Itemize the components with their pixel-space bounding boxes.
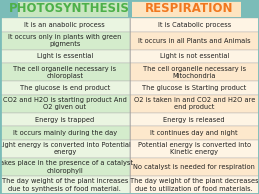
Bar [0, 126, 130, 140]
Bar [241, 0, 259, 18]
Bar [0, 0, 18, 18]
Bar [130, 158, 259, 176]
Text: The glucose is Starting product: The glucose is Starting product [142, 85, 246, 91]
Bar [130, 81, 259, 95]
Bar [130, 95, 259, 113]
Text: It occurs mainly during the day: It occurs mainly during the day [13, 130, 117, 136]
Text: The glucose is end product: The glucose is end product [20, 85, 110, 91]
Text: Energy is trapped: Energy is trapped [35, 117, 94, 123]
Bar [18, 1, 127, 17]
Text: Energy is released: Energy is released [163, 117, 225, 123]
Text: Light energy is converted into Potential
energy: Light energy is converted into Potential… [0, 142, 131, 156]
Bar [0, 95, 130, 113]
Bar [132, 1, 241, 17]
Text: Potential energy is converted into
Kinetic energy: Potential energy is converted into Kinet… [138, 142, 251, 156]
Bar [0, 158, 130, 176]
Bar [0, 140, 130, 158]
Text: Light is not essential: Light is not essential [160, 53, 229, 59]
Bar [0, 176, 130, 194]
Bar [130, 50, 259, 63]
Bar [0, 0, 259, 18]
Text: CO2 and H2O is starting product And
O2 given out: CO2 and H2O is starting product And O2 g… [3, 97, 127, 110]
Text: It occurs only in plants with green
pigments: It occurs only in plants with green pigm… [8, 34, 121, 47]
Bar [130, 18, 259, 32]
Text: It is an anabolic process: It is an anabolic process [24, 22, 105, 28]
Bar [130, 63, 259, 81]
Text: PHOTOSYNTHESIS: PHOTOSYNTHESIS [9, 3, 130, 16]
Bar [0, 113, 130, 126]
Text: The cell organelle necessary is
chloroplast: The cell organelle necessary is chloropl… [13, 66, 116, 79]
Bar [130, 113, 259, 126]
Bar [130, 140, 259, 158]
Text: No catalyst is needed for respiration: No catalyst is needed for respiration [133, 164, 255, 170]
Text: Takes place in the presence of a catalyst
chlorophyll: Takes place in the presence of a catalys… [0, 160, 133, 174]
Bar [130, 176, 259, 194]
Text: The day weight of the plant decreases
due to utilization of food materials.: The day weight of the plant decreases du… [130, 178, 258, 192]
Text: It is Catabolic process: It is Catabolic process [158, 22, 231, 28]
Bar [0, 81, 130, 95]
Text: RESPIRATION: RESPIRATION [145, 3, 234, 16]
Text: It continues day and night: It continues day and night [150, 130, 238, 136]
Text: O2 is taken in and CO2 and H2O are
end product: O2 is taken in and CO2 and H2O are end p… [134, 97, 255, 110]
Bar [130, 32, 259, 50]
Bar [0, 32, 130, 50]
Text: The cell organelle necessary is
Mitochondria: The cell organelle necessary is Mitochon… [143, 66, 246, 79]
Bar [0, 18, 130, 32]
Bar [0, 50, 130, 63]
Text: The day weight of the plant increases
due to synthesis of food material.: The day weight of the plant increases du… [2, 178, 128, 192]
Bar [0, 63, 130, 81]
Bar [130, 126, 259, 140]
Text: Light is essential: Light is essential [37, 53, 93, 59]
Text: It occurs in all Plants and Animals: It occurs in all Plants and Animals [138, 38, 250, 44]
